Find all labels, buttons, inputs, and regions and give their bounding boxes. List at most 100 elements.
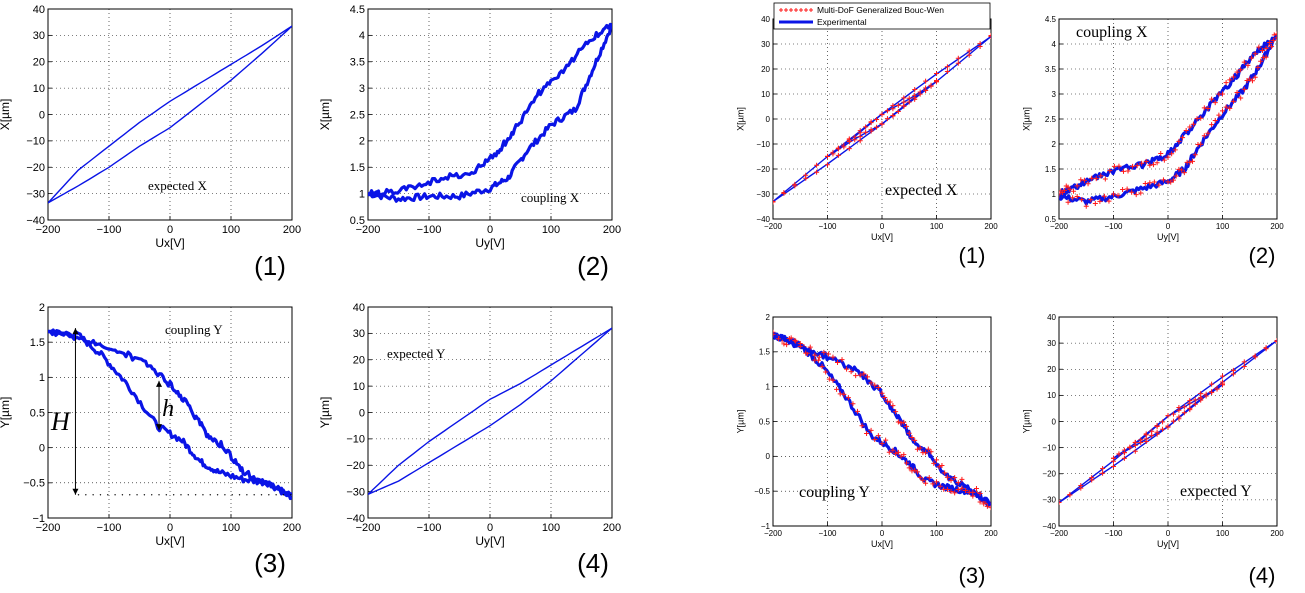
x-tick-label: 200 (603, 522, 621, 534)
legend-model-marker (809, 8, 813, 12)
y-tick-label: 0 (359, 407, 365, 419)
model-point (875, 384, 881, 390)
plot-area (773, 329, 991, 511)
H-baseline-dot (129, 494, 131, 496)
y-tick-label: −20 (26, 162, 45, 174)
model-point (955, 60, 961, 66)
H-baseline-dot (172, 494, 175, 496)
H-baseline-dot (231, 494, 233, 496)
model-point (868, 380, 874, 386)
model-point (1176, 407, 1182, 413)
y-tick-label: 0.5 (759, 417, 771, 426)
model-point (952, 475, 958, 481)
model-point (952, 490, 958, 496)
model-point (773, 331, 776, 337)
model-point (977, 43, 983, 49)
model-point (812, 352, 818, 358)
model-point (1192, 152, 1198, 158)
x-tick-label: 100 (1216, 222, 1230, 231)
subplot-number: (4) (1249, 563, 1276, 588)
model-point (931, 460, 937, 466)
model-point (864, 430, 870, 436)
model-point (883, 437, 889, 443)
model-point (863, 129, 869, 135)
model-point (1170, 411, 1176, 417)
y-tick-label: −10 (1042, 443, 1056, 452)
model-point (830, 151, 836, 157)
y-tick-label: 1.5 (30, 337, 45, 349)
model-point (1089, 175, 1095, 181)
y-tick-label: −1 (761, 522, 771, 531)
model-point (966, 52, 972, 58)
model-point (934, 479, 939, 485)
model-point (1252, 51, 1258, 57)
model-point (814, 169, 820, 175)
y-tick-label: −30 (756, 190, 770, 199)
model-point (872, 437, 878, 443)
x-axis-label: Uy[V] (475, 534, 504, 548)
chart-L3: −200 −100 0 100 200 −1 −0.5 0 0.5 1 1.5 2 Ux[V] Y[µm]… (0, 302, 301, 578)
y-tick-label: −20 (1042, 470, 1056, 479)
y-tick-label: −20 (346, 460, 365, 472)
y-tick-label: 0.5 (30, 407, 45, 419)
x-tick-label: −100 (417, 522, 442, 534)
model-point (904, 423, 910, 429)
model-point (1079, 197, 1085, 203)
model-point (1154, 160, 1160, 166)
model-point (1192, 397, 1198, 403)
model-point (934, 457, 939, 463)
model-point (928, 449, 934, 455)
y-tick-label: 0.5 (1045, 215, 1057, 224)
y-tick-label: 0 (1052, 417, 1057, 426)
model-point (939, 462, 945, 468)
model-point (914, 469, 920, 475)
plot-annotation: expected X (148, 178, 207, 193)
model-point (1209, 381, 1215, 387)
model-point (1116, 451, 1122, 457)
y-tick-label: 1 (39, 372, 45, 384)
h-arrowheads (156, 380, 163, 431)
model-point (868, 120, 874, 126)
y-tick-label: 3 (1052, 90, 1057, 99)
chart-L1: −200 −100 0 100 200−40−30−20−10010203040Ux[V… (0, 4, 301, 281)
model-point (934, 79, 939, 85)
x-tick-label: −200 (764, 222, 783, 231)
model-point (1074, 183, 1080, 189)
model-point (1212, 117, 1218, 123)
y-tick-label: −10 (346, 434, 365, 446)
H-baseline-dot (194, 494, 197, 496)
model-point (1263, 45, 1269, 51)
model-point (1252, 74, 1258, 80)
subplot-number: (1) (959, 243, 986, 268)
x-tick-label: −100 (417, 224, 442, 236)
model-point (1130, 163, 1136, 169)
model-point (1187, 124, 1193, 130)
model-point (1198, 141, 1204, 147)
model-point (1252, 354, 1258, 360)
y-tick-label: 0 (766, 452, 771, 461)
model-point (890, 403, 896, 409)
y-tick-label: 30 (353, 328, 365, 340)
H-baseline-dot (85, 494, 87, 496)
model-point (909, 435, 915, 441)
model-point (863, 124, 869, 130)
model-point (1168, 179, 1174, 185)
model-point (1143, 436, 1149, 442)
model-point (1205, 105, 1211, 111)
model-point (1085, 181, 1091, 187)
model-point (944, 486, 950, 492)
model-point (1147, 162, 1153, 168)
model-point (1274, 35, 1277, 41)
y-tick-label: 4.5 (1045, 15, 1057, 24)
y-tick-label: 10 (1047, 391, 1056, 400)
model-point (988, 34, 991, 39)
model-point (1160, 419, 1166, 425)
model-point (1067, 492, 1073, 498)
model-point (1074, 194, 1080, 200)
x-tick-label: 200 (283, 522, 301, 534)
model-point (1172, 147, 1178, 153)
model-point (815, 357, 821, 363)
model-point (1160, 426, 1166, 432)
legend-model-marker (799, 8, 803, 12)
y-tick-label: 1 (766, 382, 771, 391)
